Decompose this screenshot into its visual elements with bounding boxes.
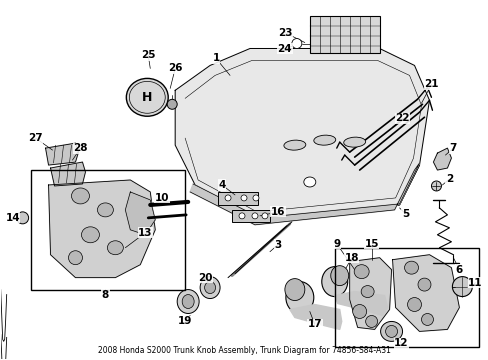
Circle shape <box>17 212 29 224</box>
Ellipse shape <box>404 261 418 274</box>
Ellipse shape <box>385 325 397 337</box>
Text: H: H <box>142 91 152 104</box>
Text: 27: 27 <box>28 133 43 143</box>
FancyBboxPatch shape <box>232 210 269 222</box>
Ellipse shape <box>285 279 304 301</box>
Text: 14: 14 <box>5 213 20 223</box>
Text: 26: 26 <box>167 63 182 73</box>
Circle shape <box>239 213 244 219</box>
Ellipse shape <box>126 78 168 116</box>
Ellipse shape <box>285 282 313 314</box>
Text: 5: 5 <box>401 209 408 219</box>
FancyBboxPatch shape <box>218 192 258 205</box>
Polygon shape <box>48 180 155 278</box>
Circle shape <box>241 195 246 201</box>
Polygon shape <box>175 49 428 220</box>
Ellipse shape <box>352 305 366 319</box>
Ellipse shape <box>365 315 377 328</box>
Text: 3: 3 <box>274 240 281 250</box>
Circle shape <box>430 181 441 191</box>
Polygon shape <box>45 143 78 165</box>
Polygon shape <box>334 292 387 315</box>
Ellipse shape <box>361 285 373 298</box>
Circle shape <box>262 213 267 219</box>
Ellipse shape <box>407 298 421 311</box>
Text: 24: 24 <box>277 44 292 54</box>
Circle shape <box>291 39 301 49</box>
Polygon shape <box>190 163 419 225</box>
Text: 23: 23 <box>277 28 291 37</box>
Ellipse shape <box>313 135 335 145</box>
Polygon shape <box>392 255 458 332</box>
Ellipse shape <box>321 267 347 297</box>
Text: 28: 28 <box>73 143 87 153</box>
Ellipse shape <box>330 266 348 285</box>
Text: 17: 17 <box>307 319 322 329</box>
Ellipse shape <box>204 282 215 293</box>
FancyBboxPatch shape <box>309 15 379 54</box>
Text: 12: 12 <box>393 338 408 348</box>
Text: 16: 16 <box>270 207 285 217</box>
Ellipse shape <box>343 137 365 147</box>
Ellipse shape <box>303 177 315 187</box>
Text: 13: 13 <box>138 228 152 238</box>
Text: 9: 9 <box>332 239 340 249</box>
Polygon shape <box>349 258 391 329</box>
Ellipse shape <box>417 278 430 291</box>
Ellipse shape <box>353 265 368 279</box>
Ellipse shape <box>68 251 82 265</box>
Circle shape <box>451 276 471 297</box>
Text: 2: 2 <box>445 174 452 184</box>
Text: 11: 11 <box>467 278 482 288</box>
Text: 22: 22 <box>394 113 409 123</box>
Text: 7: 7 <box>449 143 456 153</box>
Ellipse shape <box>177 289 199 314</box>
Text: 1: 1 <box>212 54 219 63</box>
Ellipse shape <box>200 276 220 298</box>
Circle shape <box>251 213 258 219</box>
Ellipse shape <box>97 203 113 217</box>
Ellipse shape <box>107 241 123 255</box>
Circle shape <box>224 195 230 201</box>
Text: 8: 8 <box>102 289 109 300</box>
Polygon shape <box>50 162 85 186</box>
Bar <box>31 170 185 289</box>
Polygon shape <box>432 148 450 170</box>
Circle shape <box>167 99 177 109</box>
Polygon shape <box>125 192 155 235</box>
Text: 2008 Honda S2000 Trunk Knob Assembly, Trunk Diagram for 74856-S84-A31: 2008 Honda S2000 Trunk Knob Assembly, Tr… <box>98 346 389 355</box>
Text: 21: 21 <box>424 79 438 89</box>
Text: 6: 6 <box>455 265 462 275</box>
Polygon shape <box>289 305 341 329</box>
Ellipse shape <box>421 314 432 325</box>
Text: 15: 15 <box>364 239 378 249</box>
Ellipse shape <box>380 321 402 341</box>
Text: 19: 19 <box>178 316 192 327</box>
Ellipse shape <box>71 188 89 204</box>
Text: 20: 20 <box>198 273 212 283</box>
Bar <box>334 248 478 347</box>
Text: 25: 25 <box>141 50 155 60</box>
Ellipse shape <box>284 140 305 150</box>
Text: 18: 18 <box>344 253 358 263</box>
Circle shape <box>252 195 259 201</box>
Text: 4: 4 <box>218 180 225 190</box>
Text: 10: 10 <box>155 193 169 203</box>
Ellipse shape <box>182 294 194 309</box>
Ellipse shape <box>81 227 99 243</box>
